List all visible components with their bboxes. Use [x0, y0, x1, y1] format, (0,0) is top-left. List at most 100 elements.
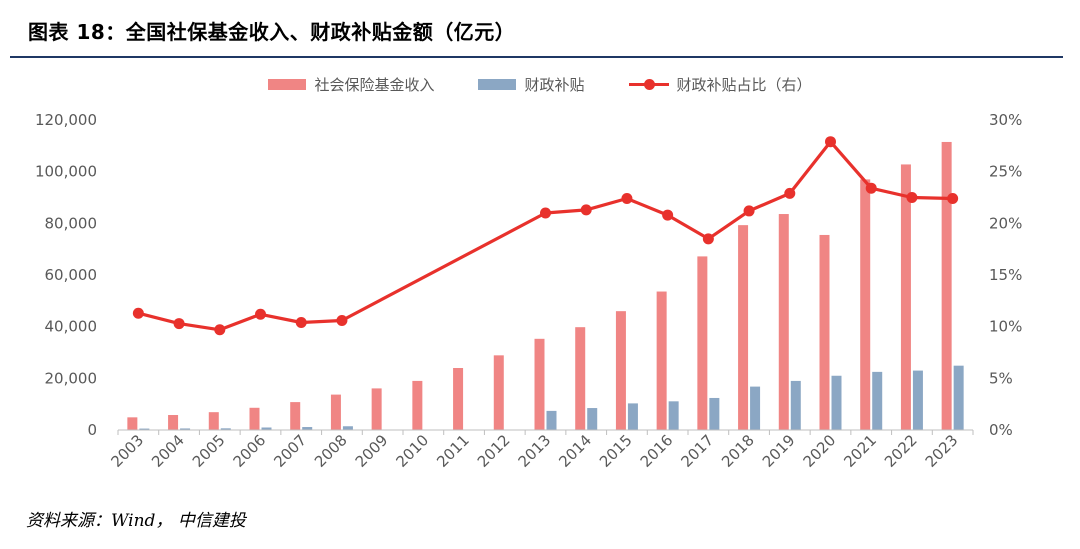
- bar-income: [371, 388, 382, 430]
- y-left-tick-label: 0: [87, 421, 97, 439]
- y-right-tick-label: 15%: [989, 266, 1022, 284]
- bar-subsidy: [872, 371, 883, 430]
- bar-income: [738, 225, 749, 430]
- x-tick-label: 2008: [311, 431, 351, 471]
- bar-income: [575, 327, 586, 430]
- legend-swatch-income: [268, 79, 307, 90]
- bar-income: [249, 407, 260, 430]
- bar-income: [656, 291, 667, 430]
- y-right-tick-label: 20%: [989, 214, 1022, 232]
- x-tick-label: 2013: [515, 431, 555, 471]
- ratio-point: [662, 209, 674, 221]
- x-tick-label: 2022: [881, 431, 921, 471]
- bar-subsidy: [342, 426, 353, 430]
- bar-subsidy: [953, 365, 964, 430]
- ratio-point: [173, 318, 185, 330]
- bar-income: [941, 141, 952, 431]
- bar-income: [615, 311, 626, 430]
- bar-income: [493, 355, 504, 430]
- x-tick-label: 2019: [759, 431, 799, 471]
- x-tick-label: 2005: [189, 431, 229, 471]
- bar-income: [778, 214, 789, 430]
- x-tick-label: 2010: [392, 431, 432, 471]
- legend-label-subsidy: 财政补贴: [524, 76, 585, 94]
- ratio-point: [906, 192, 918, 203]
- bar-income: [534, 338, 545, 430]
- y-left-tick-label: 20,000: [45, 369, 98, 387]
- ratio-point: [743, 205, 755, 217]
- bar-subsidy: [831, 375, 842, 430]
- bar-income: [819, 234, 830, 430]
- bar-income: [900, 164, 911, 430]
- title-rule: [10, 56, 1063, 58]
- x-tick-label: 2016: [637, 431, 677, 471]
- y-left-tick-label: 40,000: [45, 318, 98, 336]
- x-tick-label: 2018: [718, 431, 758, 471]
- legend-item-subsidy: 财政补贴: [478, 74, 585, 95]
- bar-subsidy: [302, 427, 313, 430]
- figure-title: 图表 18：全国社保基金收入、财政补贴金额（亿元）: [28, 20, 516, 44]
- bar-subsidy: [180, 428, 191, 430]
- source-note: 资料来源：Wind， 中信建投: [26, 511, 246, 531]
- bar-income: [330, 394, 341, 430]
- legend-swatch-subsidy: [478, 79, 517, 90]
- y-right-tick-label: 5%: [989, 369, 1013, 387]
- y-right-tick-label: 0%: [989, 421, 1013, 439]
- x-tick-label: 2009: [352, 431, 392, 471]
- bar-subsidy: [546, 410, 557, 430]
- legend-item-ratio: 财政补贴占比（右）: [628, 74, 812, 95]
- chart-legend: 社会保险基金收入 财政补贴 财政补贴占比（右）: [0, 74, 1080, 95]
- x-tick-label: 2017: [677, 431, 717, 471]
- x-tick-label: 2011: [433, 431, 473, 471]
- ratio-point: [132, 307, 144, 319]
- x-tick-label: 2021: [840, 431, 880, 471]
- bar-subsidy: [750, 386, 761, 430]
- bar-income: [412, 380, 423, 430]
- bar-subsidy: [790, 380, 801, 430]
- bar-subsidy: [912, 370, 923, 430]
- ratio-point: [214, 324, 226, 336]
- y-right-tick-label: 10%: [989, 318, 1022, 336]
- bar-subsidy: [587, 408, 598, 430]
- x-tick-label: 2003: [107, 431, 147, 471]
- y-right-tick-label: 25%: [989, 163, 1022, 181]
- bar-income: [860, 179, 871, 430]
- legend-swatch-ratio: [628, 79, 669, 90]
- bar-income: [697, 256, 708, 430]
- ratio-point: [580, 204, 592, 216]
- ratio-line: [138, 140, 953, 332]
- x-tick-label: 2007: [270, 431, 310, 471]
- ratio-point: [865, 182, 877, 194]
- bar-income: [208, 412, 219, 430]
- ratio-point: [255, 308, 266, 320]
- y-left-tick-label: 100,000: [35, 163, 97, 181]
- ratio-point: [825, 136, 836, 148]
- y-right-tick-label: 30%: [989, 111, 1022, 129]
- bar-subsidy: [709, 397, 720, 430]
- x-tick-label: 2023: [922, 431, 962, 471]
- x-tick-label: 2006: [230, 431, 270, 471]
- x-tick-label: 2012: [474, 431, 514, 471]
- bar-subsidy: [139, 428, 150, 430]
- bar-subsidy: [261, 427, 272, 430]
- bar-income: [453, 368, 464, 430]
- ratio-point: [702, 233, 714, 245]
- bar-subsidy: [220, 428, 231, 430]
- ratio-point: [336, 314, 348, 326]
- bar-income: [127, 417, 138, 430]
- bar-income: [290, 402, 301, 430]
- ratio-point: [784, 187, 796, 199]
- y-left-tick-label: 60,000: [45, 266, 98, 284]
- y-left-tick-label: 120,000: [35, 111, 97, 129]
- ratio-point: [621, 193, 633, 205]
- x-tick-label: 2020: [800, 431, 840, 471]
- x-tick-label: 2004: [148, 431, 188, 471]
- y-left-tick-label: 80,000: [45, 214, 98, 232]
- ratio-point: [947, 193, 959, 205]
- x-tick-label: 2015: [596, 431, 636, 471]
- legend-label-ratio: 财政补贴占比（右）: [676, 76, 812, 94]
- legend-label-income: 社会保险基金收入: [314, 76, 435, 94]
- bar-subsidy: [627, 403, 638, 430]
- legend-item-income: 社会保险基金收入: [268, 74, 434, 95]
